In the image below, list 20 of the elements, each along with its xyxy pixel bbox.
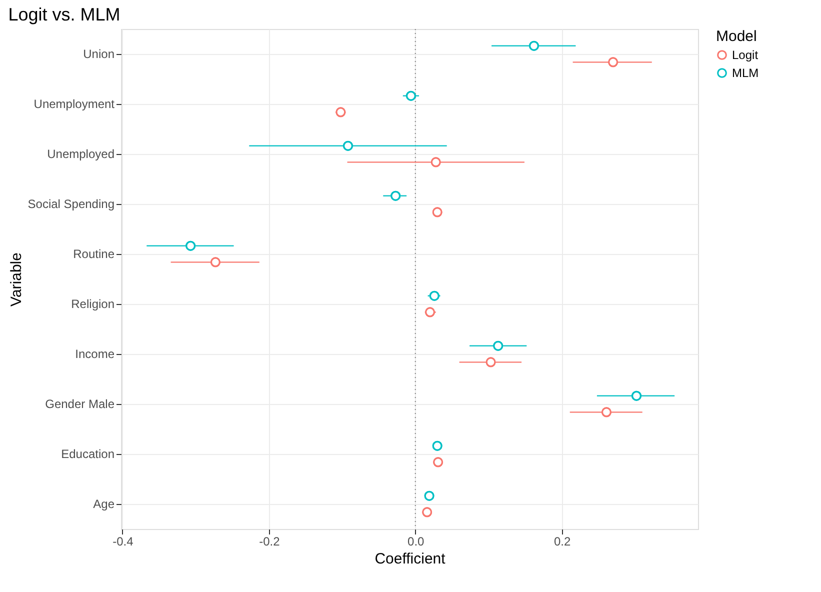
legend-label: MLM — [732, 66, 759, 80]
y-tick-label: Income — [75, 347, 115, 361]
y-tick-label: Unemployed — [47, 147, 114, 161]
y-tick-label: Social Spending — [28, 197, 114, 211]
x-tick-label: -0.4 — [112, 534, 134, 548]
y-tick-label: Unemployment — [34, 97, 116, 111]
x-tick-label: -0.2 — [259, 534, 280, 548]
x-tick-label: 0.0 — [408, 534, 425, 548]
chart-title: Logit vs. MLM — [8, 4, 120, 24]
y-tick-label: Union — [83, 47, 114, 61]
legend-label: Logit — [732, 48, 759, 62]
x-axis-title: Coefficient — [374, 550, 446, 568]
y-tick-label: Routine — [73, 247, 115, 261]
y-axis-title: Variable — [8, 252, 25, 306]
x-tick-label: 0.2 — [554, 534, 571, 548]
y-tick-label: Education — [61, 447, 114, 461]
y-tick-label: Gender Male — [45, 397, 115, 411]
legend-title: Model — [716, 28, 757, 45]
y-tick-label: Age — [93, 497, 115, 511]
y-tick-label: Religion — [71, 297, 114, 311]
